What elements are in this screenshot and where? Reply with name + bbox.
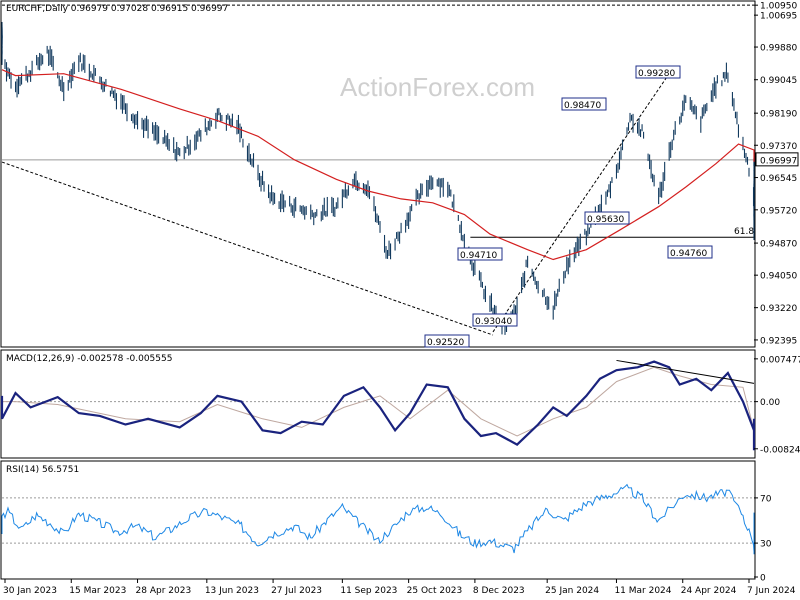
annotation-label: 0.94760 (670, 249, 707, 259)
x-tick-label: 11 Mar 2024 (614, 586, 671, 596)
price-tick-label: 0.94870 (760, 240, 797, 250)
price-chart-title: EURCHF,Daily 0.96979 0.97028 0.96915 0.9… (6, 4, 228, 14)
annotation-label: 0.99280 (638, 69, 675, 79)
macd-tick-label: -0.00824 (760, 445, 800, 455)
rsi-title: RSI(14) 56.5751 (6, 465, 79, 475)
macd-tick-label: 0.00 (760, 398, 780, 408)
x-axis: 30 Jan 2023 15 Mar 2023 28 Apr 2023 13 Jun … (3, 579, 796, 596)
watermark: ActionForex.com (340, 72, 535, 102)
rsi-axis: 70 30 0 (754, 494, 772, 584)
price-tick-label: 0.92395 (760, 336, 797, 346)
x-tick-label: 15 Mar 2023 (69, 586, 126, 596)
price-marks (1, 21, 755, 335)
rsi-panel (0, 460, 756, 580)
rsi-tick-label: 70 (760, 494, 772, 504)
x-tick-label: 13 Jun 2023 (205, 586, 259, 596)
macd-signal-line (2, 366, 755, 437)
x-tick-label: 30 Jan 2023 (3, 586, 57, 596)
price-tick-label: 0.95720 (760, 206, 797, 216)
price-panel (0, 0, 756, 348)
annotation-box (472, 313, 518, 327)
rsi-line (1, 483, 755, 555)
macd-axis: 0.007477 0.00 -0.00824 (754, 355, 800, 455)
x-tick-label: 25 Oct 2023 (407, 586, 463, 596)
annotation-label: 0.92520 (427, 338, 464, 348)
annotation-box (424, 334, 470, 348)
x-tick-label: 27 Jul 2023 (271, 586, 322, 596)
fib-label: 61.8 (734, 227, 754, 237)
rsi-marks (1, 483, 755, 555)
moving-average-line (1, 69, 755, 261)
annotation-box (635, 65, 681, 79)
annotation-box (584, 211, 630, 225)
annotations: 0.99280 0.98470 0.95630 0.94760 0.94710 0.930… (424, 65, 713, 348)
macd-marks (0, 359, 756, 451)
price-tick-label: 1.00695 (760, 12, 797, 22)
price-tick-label: 1.00950 (760, 2, 797, 12)
trendline-up (492, 73, 670, 333)
x-tick-label: 24 Apr 2024 (681, 586, 737, 596)
price-tick-label: 0.99880 (760, 44, 797, 54)
current-price-label: 0.96997 (760, 156, 797, 166)
annotation-label: 0.94710 (460, 251, 497, 261)
annotation-label: 0.95630 (587, 215, 624, 225)
price-tick-label: 0.96545 (760, 174, 797, 184)
macd-line (0, 360, 756, 451)
rsi-tick-label: 0 (760, 574, 766, 584)
price-tick-label: 0.99045 (760, 76, 797, 86)
macd-title: MACD(12,26,9) -0.002578 -0.005555 (6, 354, 172, 364)
x-tick-label: 28 Apr 2023 (136, 586, 192, 596)
x-tick-label: 7 Jun 2024 (747, 586, 796, 596)
x-tick-label: 11 Sep 2023 (340, 586, 397, 596)
rsi-tick-label: 30 (760, 540, 772, 550)
x-tick-label: 25 Jan 2024 (545, 586, 599, 596)
price-tick-label: 0.94050 (760, 272, 797, 282)
price-tick-label: 0.98190 (760, 110, 797, 120)
current-price-box (755, 152, 799, 167)
price-tick-label: 0.93220 (760, 304, 797, 314)
trendline-down (1, 161, 494, 336)
macd-trendline (616, 359, 755, 384)
x-tick-label: 8 Dec 2023 (473, 586, 525, 596)
price-tick-label: 0.97370 (760, 142, 797, 152)
annotation-label: 0.98470 (564, 101, 601, 111)
macd-tick-label: 0.007477 (760, 355, 800, 365)
annotation-box (457, 247, 503, 261)
annotation-box (667, 245, 713, 259)
price-gridlines: 61.8 (1, 4, 754, 336)
annotation-box (561, 97, 607, 111)
annotation-label: 0.93040 (475, 317, 512, 327)
